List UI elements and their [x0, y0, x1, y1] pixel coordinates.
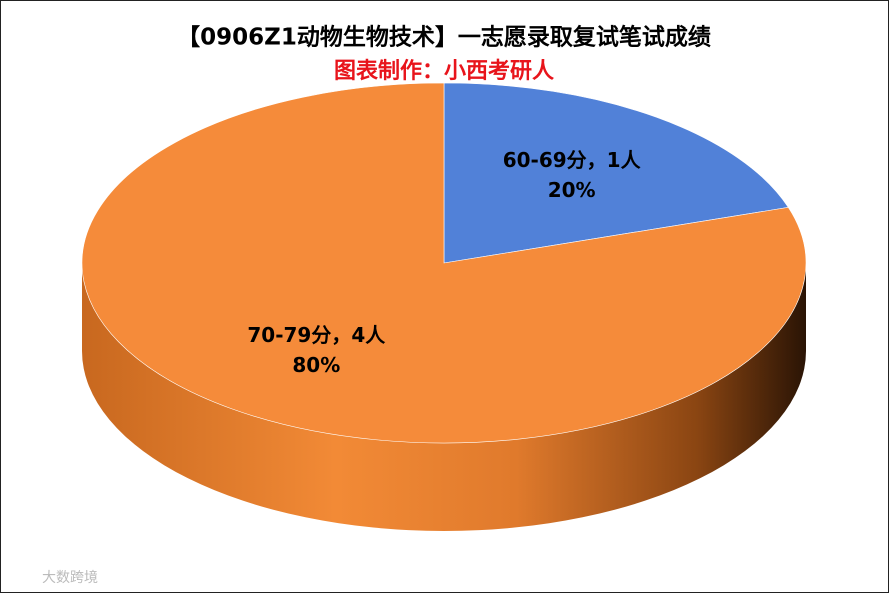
- value-label: 80%: [292, 353, 340, 377]
- value-label: 20%: [548, 178, 596, 202]
- slice: [81, 82, 807, 444]
- category-label: 70-79分，4人: [247, 323, 386, 347]
- slice-side: [82, 263, 806, 531]
- category-label: 60-69分，1人: [503, 148, 642, 172]
- watermark: 大数跨境: [42, 570, 98, 586]
- chart-title: 【0906Z1动物生物技术】一志愿录取复试笔试成绩: [177, 24, 711, 51]
- slice: [443, 82, 789, 264]
- chart-subtitle: 图表制作：小西考研人: [334, 59, 554, 84]
